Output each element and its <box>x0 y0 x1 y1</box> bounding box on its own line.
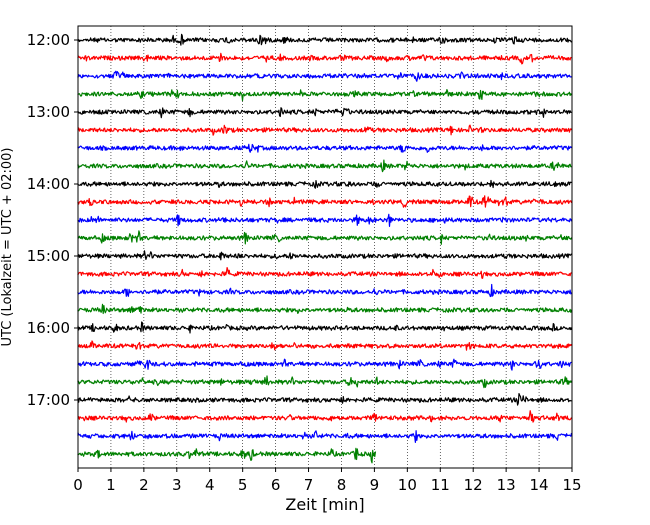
x-tick-label: 11 <box>431 476 450 494</box>
plot-frame <box>77 25 573 469</box>
x-tick-label: 9 <box>370 476 380 494</box>
y-tick-label: 12:00 <box>27 31 70 49</box>
x-tick-label: 6 <box>271 476 281 494</box>
x-tick-label: 0 <box>73 476 83 494</box>
trace-1300 <box>77 107 572 119</box>
x-axis-ticks: 0 1 2 3 4 5 6 7 8 9 10 11 12 13 14 15 <box>73 468 582 494</box>
x-tick-label: 7 <box>304 476 314 494</box>
x-tick-label: 2 <box>139 476 149 494</box>
trace-1515 <box>77 267 572 279</box>
trace-1630 <box>77 358 572 371</box>
y-tick-label: 16:00 <box>27 319 70 337</box>
trace-1730 <box>77 430 573 443</box>
y-tick-label: 14:00 <box>27 175 70 193</box>
trace-1715 <box>77 410 573 423</box>
x-axis-label: Zeit [min] <box>285 495 364 514</box>
trace-1400 <box>77 179 572 189</box>
trace-1445 <box>77 230 573 245</box>
trace-1615 <box>77 340 573 351</box>
trace-1430 <box>77 213 573 227</box>
y-tick-label: 15:00 <box>27 247 70 265</box>
trace-1700 <box>77 393 572 406</box>
trace-1200 <box>77 33 573 46</box>
y-tick-label: 17:00 <box>27 391 70 409</box>
trace-1345 <box>77 159 572 173</box>
x-tick-label: 10 <box>398 476 417 494</box>
y-tick-label: 13:00 <box>27 103 70 121</box>
trace-1600 <box>77 321 573 334</box>
trace-1315 <box>77 124 573 136</box>
x-tick-label: 15 <box>562 476 581 494</box>
y-axis-label: UTC (Lokalzeit = UTC + 02:00) <box>0 148 15 347</box>
x-tick-label: 5 <box>238 476 248 494</box>
trace-1215 <box>77 52 572 65</box>
x-tick-label: 1 <box>106 476 116 494</box>
x-tick-label: 12 <box>464 476 483 494</box>
trace-1745 <box>77 447 377 464</box>
trace-1545 <box>77 303 573 315</box>
trace-1230 <box>77 70 572 82</box>
trace-1245 <box>77 89 573 102</box>
trace-1330 <box>77 143 573 153</box>
x-tick-label: 3 <box>172 476 182 494</box>
trace-1500 <box>77 250 573 261</box>
trace-1415 <box>77 195 573 208</box>
x-tick-label: 13 <box>497 476 516 494</box>
x-tick-label: 8 <box>337 476 347 494</box>
traces <box>77 33 573 464</box>
trace-1645 <box>77 375 573 389</box>
x-tick-label: 4 <box>205 476 215 494</box>
y-axis-ticks: 12:00 13:00 14:00 15:00 16:00 17:00 <box>27 31 78 409</box>
trace-1530 <box>77 283 573 298</box>
x-tick-label: 14 <box>530 476 549 494</box>
